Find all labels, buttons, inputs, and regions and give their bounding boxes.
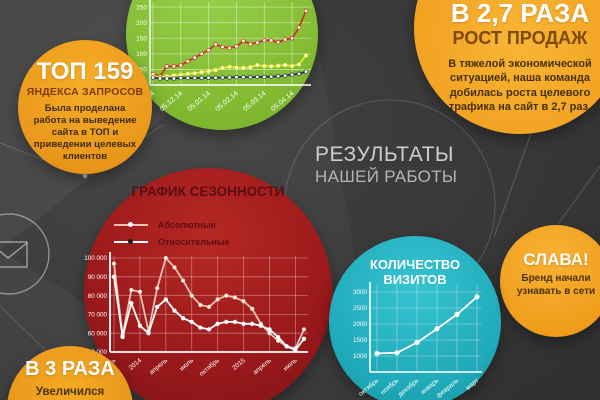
traffic-chart: 5010015020025005.11.1405.12.1405.01.1405… bbox=[131, 0, 311, 113]
legend-label: Относительные bbox=[158, 236, 230, 247]
sales-growth-bubble: В 2,7 РАЗА РОСТ ПРОДАЖ В тяжелой экономи… bbox=[414, 0, 600, 134]
seasonality-bubble: ГРАФИК СЕЗОННОСТИ Абсолютные Относительн… bbox=[84, 168, 332, 400]
network-line bbox=[493, 127, 534, 238]
three-times-headline: В 3 РАЗА bbox=[25, 358, 115, 380]
fame-bubble: СЛАВА! Бренд начали узнавать в сети bbox=[500, 225, 600, 337]
svg-text:05.04.14: 05.04.14 bbox=[270, 90, 295, 113]
fame-body: Бренд начали узнавать в сети bbox=[516, 273, 596, 297]
page-title-line1: РЕЗУЛЬТАТЫ bbox=[315, 143, 455, 166]
network-node bbox=[82, 173, 88, 179]
svg-text:июль: июль bbox=[179, 357, 196, 373]
top-queries-bubble: ТОП 159 ЯНДЕКСА ЗАПРОСОВ Была проделана … bbox=[18, 40, 152, 174]
svg-text:90 000: 90 000 bbox=[88, 274, 108, 281]
svg-text:1500: 1500 bbox=[353, 337, 368, 344]
top-queries-body: Была проделана работа на выведение сайта… bbox=[33, 103, 137, 162]
page-title: РЕЗУЛЬТАТЫ НАШЕЙ РАБОТЫ bbox=[315, 142, 457, 188]
visits-bubble: КОЛИЧЕСТВО ВИЗИТОВ 1000 1500 2000 2500 3000 о… bbox=[329, 236, 501, 400]
svg-text:апрель: апрель bbox=[148, 357, 169, 376]
svg-text:05.01.14: 05.01.14 bbox=[187, 90, 212, 113]
svg-text:декабрь: декабрь bbox=[396, 376, 421, 398]
traffic-chart-bubble: 5010015020025005.11.1405.12.1405.01.1405… bbox=[126, 0, 318, 130]
svg-text:80 000: 80 000 bbox=[88, 293, 108, 300]
svg-text:60 000: 60 000 bbox=[88, 330, 108, 337]
svg-text:2015: 2015 bbox=[231, 357, 247, 372]
svg-text:октябрь: октябрь bbox=[357, 376, 381, 398]
svg-text:250: 250 bbox=[136, 4, 147, 11]
visits-title-line1: КОЛИЧЕСТВО bbox=[369, 257, 461, 272]
envelope-icon bbox=[0, 213, 50, 295]
svg-text:05.12.14: 05.12.14 bbox=[159, 90, 184, 113]
svg-text:1000: 1000 bbox=[353, 353, 368, 360]
svg-text:июль: июль bbox=[282, 357, 299, 373]
legend-dot bbox=[128, 238, 133, 244]
legend-label: Абсолютные bbox=[158, 219, 216, 230]
legend-line-swatch bbox=[114, 221, 148, 227]
sales-growth-subhead: РОСТ ПРОДАЖ bbox=[452, 28, 588, 48]
svg-text:50: 50 bbox=[140, 67, 148, 74]
top-queries-headline: ТОП 159 bbox=[36, 58, 134, 85]
visits-title: КОЛИЧЕСТВО ВИЗИТОВ bbox=[329, 257, 501, 288]
svg-text:март: март bbox=[465, 377, 481, 392]
svg-text:февраль: февраль bbox=[435, 377, 461, 400]
svg-text:150: 150 bbox=[136, 35, 147, 42]
visits-title-line2: ВИЗИТОВ bbox=[383, 271, 447, 287]
top-queries-subhead: ЯНДЕКСА ЗАПРОСОВ bbox=[26, 86, 144, 98]
svg-text:2500: 2500 bbox=[353, 305, 368, 312]
seasonality-title: ГРАФИК СЕЗОННОСТИ bbox=[131, 184, 285, 199]
legend-line-swatch bbox=[114, 238, 148, 244]
legend-dot bbox=[128, 221, 133, 227]
svg-text:2000: 2000 bbox=[353, 321, 368, 328]
seasonality-legend: Абсолютные Относительные bbox=[114, 216, 230, 250]
fame-headline: СЛАВА! bbox=[523, 250, 589, 269]
svg-text:3000: 3000 bbox=[353, 289, 368, 296]
svg-text:100 000: 100 000 bbox=[84, 255, 107, 262]
page-title-line2: НАШЕЙ РАБОТЫ bbox=[315, 167, 458, 187]
svg-text:октябрь: октябрь bbox=[198, 356, 222, 378]
sales-growth-headline: В 2,7 РАЗА bbox=[450, 0, 590, 28]
legend-item-relative: Относительные bbox=[114, 233, 230, 250]
svg-text:70 000: 70 000 bbox=[88, 312, 108, 319]
svg-text:05.03.14: 05.03.14 bbox=[242, 90, 267, 113]
svg-text:100: 100 bbox=[136, 51, 147, 58]
sales-growth-body: В тяжелой экономической ситуацией, наша … bbox=[448, 58, 592, 113]
svg-text:апрель: апрель bbox=[252, 357, 273, 376]
legend-item-absolute: Абсолютные bbox=[114, 216, 230, 233]
svg-text:05.02.14: 05.02.14 bbox=[214, 90, 239, 113]
three-times-body: Увеличился bbox=[35, 386, 105, 398]
network-line bbox=[557, 165, 600, 225]
svg-text:200: 200 bbox=[136, 20, 147, 27]
